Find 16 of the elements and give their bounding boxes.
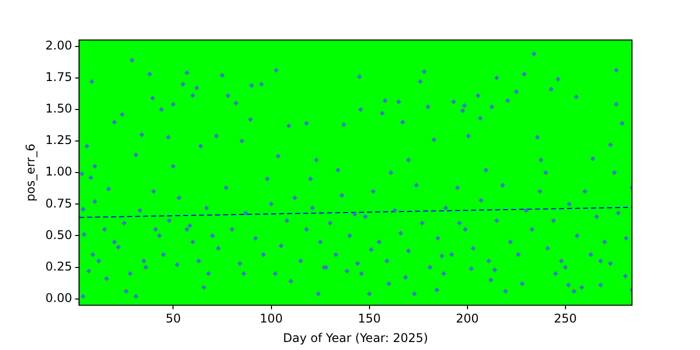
- x-tick-label: 200: [456, 312, 479, 326]
- y-axis-title: pos_err_6: [23, 144, 38, 202]
- x-tick-label: 100: [260, 312, 283, 326]
- y-tick-label: 0.50: [45, 228, 72, 242]
- y-tick-label: 1.25: [45, 133, 72, 148]
- y-tick-label: 1.75: [45, 70, 72, 84]
- y-tick-label: 1.00: [45, 164, 72, 179]
- y-tick-label: 0.75: [45, 196, 72, 210]
- y-tick-label: 0.00: [45, 291, 72, 306]
- x-axis-title: Day of Year (Year: 2025): [283, 330, 428, 345]
- x-tick-label: 150: [358, 312, 381, 326]
- y-tick-label: 2.00: [45, 38, 72, 52]
- y-tick-label: 1.50: [45, 102, 72, 116]
- x-tick-label: 50: [166, 312, 181, 326]
- x-tick-label: 250: [554, 312, 577, 326]
- y-tick-label: 0.25: [45, 259, 72, 274]
